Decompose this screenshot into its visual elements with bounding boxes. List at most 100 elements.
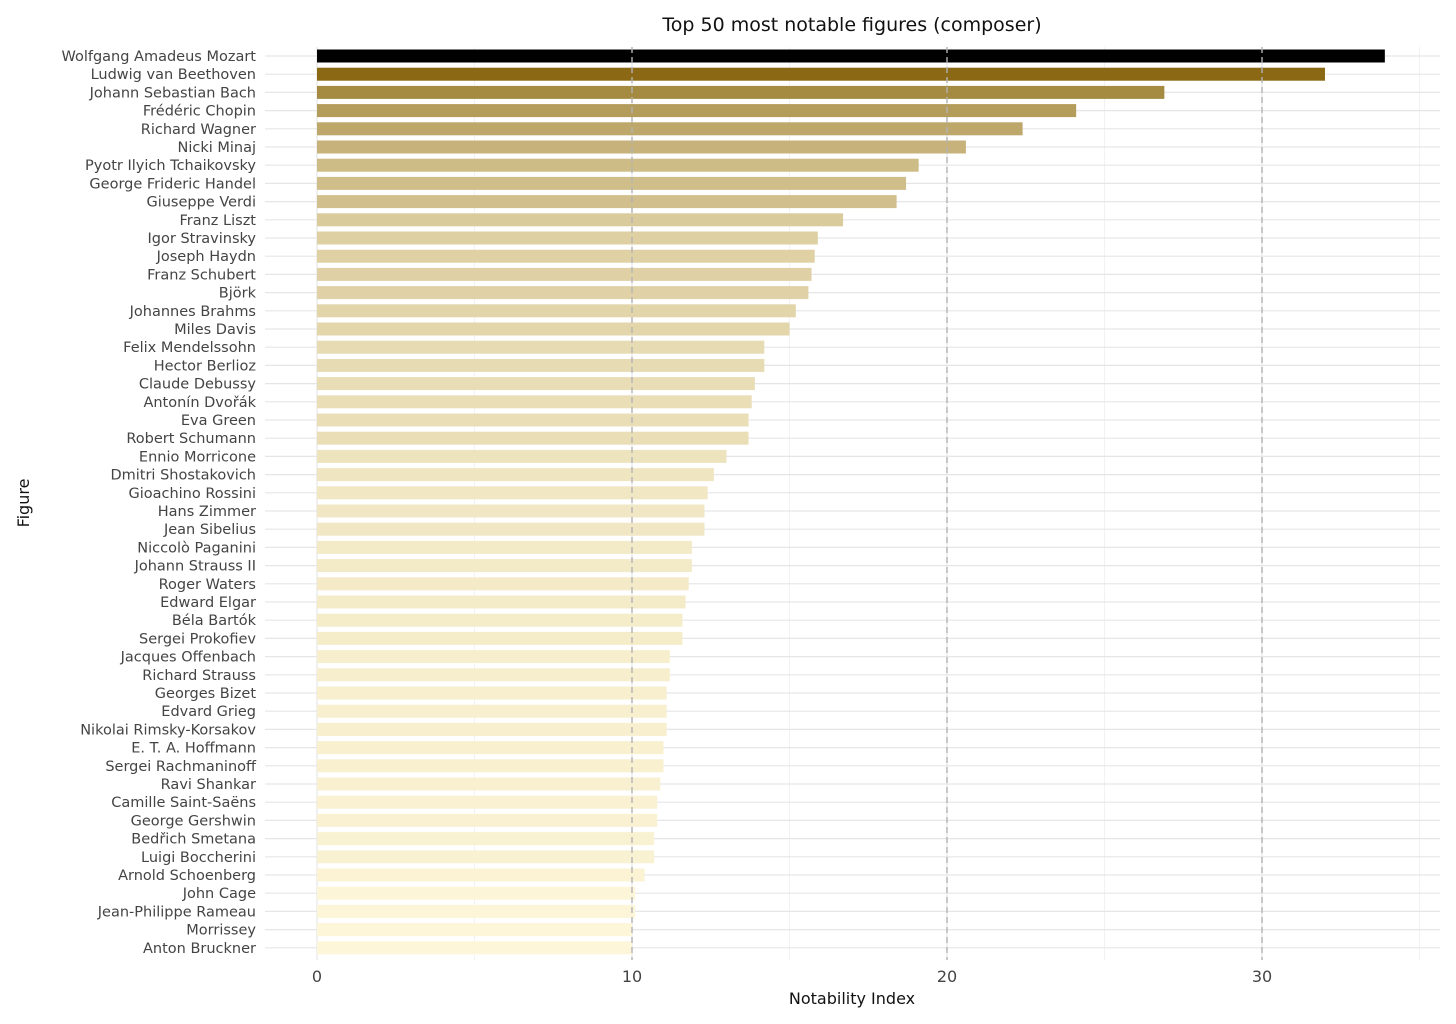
bar bbox=[317, 722, 667, 736]
bar bbox=[317, 213, 844, 227]
bar bbox=[317, 668, 670, 682]
bar bbox=[317, 377, 755, 391]
category-label: Dmitri Shostakovich bbox=[110, 468, 256, 484]
category-label: Giuseppe Verdi bbox=[146, 195, 256, 211]
bar bbox=[317, 486, 708, 500]
category-label: George Gershwin bbox=[131, 813, 256, 829]
category-label: Wolfgang Amadeus Mozart bbox=[61, 49, 256, 65]
category-label: Franz Liszt bbox=[179, 213, 256, 229]
category-label: George Frideric Handel bbox=[89, 176, 256, 192]
category-label: Jacques Offenbach bbox=[120, 650, 256, 666]
category-label: John Cage bbox=[182, 886, 256, 902]
category-label: Jean Sibelius bbox=[163, 522, 256, 538]
bar bbox=[317, 741, 664, 755]
category-label: Niccolò Paganini bbox=[137, 540, 256, 556]
category-label: Anton Bruckner bbox=[143, 941, 256, 957]
bar bbox=[317, 176, 907, 190]
bar bbox=[317, 559, 692, 573]
x-axis-title: Notability Index bbox=[789, 989, 915, 1008]
bar bbox=[317, 358, 765, 372]
bar bbox=[317, 286, 809, 300]
category-label: Felix Mendelssohn bbox=[123, 340, 256, 356]
category-label: Joseph Haydn bbox=[156, 249, 256, 265]
category-label: Sergei Rachmaninoff bbox=[105, 759, 257, 775]
category-label: Nikolai Rimsky-Korsakov bbox=[80, 722, 256, 738]
category-label: Ravi Shankar bbox=[161, 777, 256, 793]
category-label: Ennio Morricone bbox=[139, 449, 256, 465]
bar bbox=[317, 540, 692, 554]
bar bbox=[317, 795, 658, 809]
category-label: Hector Berlioz bbox=[154, 358, 256, 374]
category-label: Luigi Boccherini bbox=[141, 850, 256, 866]
bar bbox=[317, 322, 790, 336]
category-label: Georges Bizet bbox=[155, 686, 257, 702]
bar bbox=[317, 650, 670, 664]
bar bbox=[317, 431, 749, 445]
x-tick-label: 10 bbox=[622, 967, 642, 986]
bar bbox=[317, 613, 683, 627]
bar bbox=[317, 686, 667, 700]
category-label: E. T. A. Hoffmann bbox=[131, 741, 256, 757]
bar bbox=[317, 631, 683, 645]
category-label: Ludwig van Beethoven bbox=[91, 67, 256, 83]
category-label: Camille Saint-Saëns bbox=[111, 795, 256, 811]
x-tick-label: 20 bbox=[937, 967, 957, 986]
bar bbox=[317, 923, 632, 937]
bar bbox=[317, 449, 727, 463]
category-label: Gioachino Rossini bbox=[128, 486, 256, 502]
category-label: Miles Davis bbox=[174, 322, 256, 338]
bar bbox=[317, 158, 919, 172]
category-label: Robert Schumann bbox=[126, 431, 256, 447]
x-tick-label: 0 bbox=[312, 967, 322, 986]
bar bbox=[317, 104, 1077, 118]
bar bbox=[317, 832, 655, 846]
bar bbox=[317, 140, 966, 154]
category-label: Béla Bartók bbox=[172, 613, 257, 629]
category-label: Edvard Grieg bbox=[161, 704, 256, 720]
bar bbox=[317, 85, 1165, 99]
bar bbox=[317, 941, 632, 955]
bar bbox=[317, 340, 765, 354]
category-label: Igor Stravinsky bbox=[148, 231, 257, 247]
bar bbox=[317, 522, 705, 536]
category-label: Johann Strauss II bbox=[134, 559, 256, 575]
bar bbox=[317, 868, 645, 882]
category-label: Björk bbox=[219, 286, 257, 302]
category-label: Bedřich Smetana bbox=[131, 832, 256, 848]
bar bbox=[317, 67, 1325, 81]
category-label: Jean-Philippe Rameau bbox=[97, 904, 256, 920]
category-label: Richard Strauss bbox=[142, 668, 256, 684]
category-label: Sergei Prokofiev bbox=[139, 631, 256, 647]
bar bbox=[317, 777, 661, 791]
bar bbox=[317, 904, 636, 918]
bar bbox=[317, 504, 705, 518]
bar bbox=[317, 413, 749, 427]
bar bbox=[317, 195, 897, 209]
y-axis-title: Figure bbox=[14, 479, 33, 528]
category-labels: Wolfgang Amadeus Mozart Ludwig van Beetho… bbox=[61, 49, 257, 957]
chart-title: Top 50 most notable figures (composer) bbox=[661, 14, 1041, 36]
category-label: Morrissey bbox=[186, 923, 256, 939]
bars bbox=[317, 49, 1385, 955]
category-label: Johann Sebastian Bach bbox=[89, 85, 256, 101]
bar bbox=[317, 704, 667, 718]
reference-lines bbox=[631, 47, 1263, 960]
bar bbox=[317, 468, 714, 482]
category-label: Nicki Minaj bbox=[177, 140, 256, 156]
bar bbox=[317, 49, 1385, 63]
category-label: Antonín Dvořák bbox=[143, 395, 256, 411]
bar bbox=[317, 595, 686, 609]
category-label: Roger Waters bbox=[159, 577, 256, 593]
category-label: Claude Debussy bbox=[139, 377, 257, 393]
category-label: Richard Wagner bbox=[141, 122, 256, 138]
bar bbox=[317, 267, 812, 281]
bar bbox=[317, 122, 1023, 136]
category-label: Frédéric Chopin bbox=[143, 104, 256, 120]
bar bbox=[317, 886, 636, 900]
bar bbox=[317, 850, 655, 864]
bar bbox=[317, 577, 689, 591]
x-tick-label: 30 bbox=[1252, 967, 1272, 986]
bar bbox=[317, 813, 658, 827]
x-tick-labels: 0 10 20 30 bbox=[312, 967, 1272, 986]
